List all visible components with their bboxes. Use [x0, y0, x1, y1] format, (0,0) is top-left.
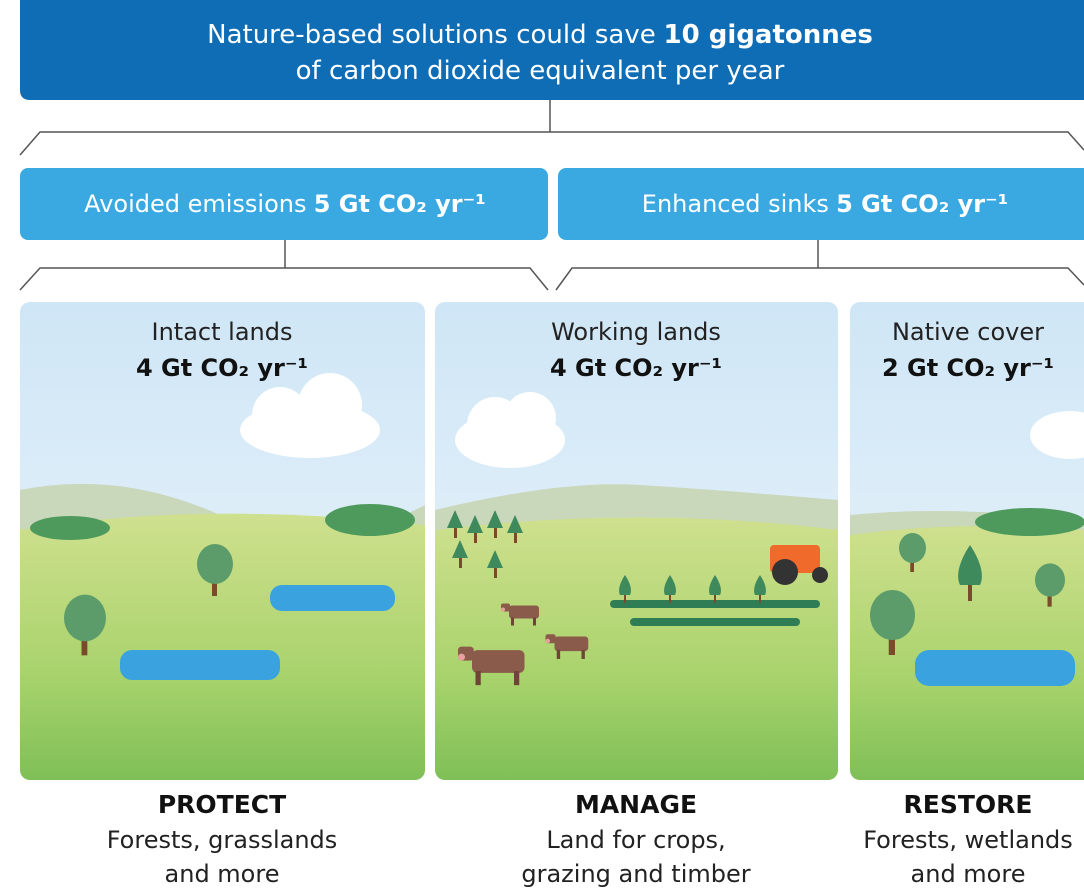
- panel-action: MANAGE: [575, 790, 697, 819]
- header-text: Nature-based solutions could save: [207, 20, 656, 50]
- header-line: Nature-based solutions could save 10 giga…: [207, 20, 873, 50]
- panel-description: and more: [911, 860, 1026, 888]
- category-name: Enhanced sinks: [642, 190, 829, 218]
- panel-description: Forests, grasslands: [107, 826, 338, 854]
- illustration: [0, 0, 1084, 892]
- category-name: Avoided emissions: [84, 190, 306, 218]
- panel-description: Land for crops,: [546, 826, 725, 854]
- panel-amount: 4 Gt CO₂ yr⁻¹: [136, 354, 308, 382]
- header-emphasis: 10 gigatonnes: [664, 20, 873, 50]
- category-label: Avoided emissions 5 Gt CO₂ yr⁻¹: [84, 190, 486, 218]
- category-amount: 5 Gt CO₂ yr⁻¹: [836, 190, 1008, 218]
- panel-amount: 2 Gt CO₂ yr⁻¹: [882, 354, 1054, 382]
- panel-action: RESTORE: [904, 790, 1033, 819]
- panel-description: Forests, wetlands: [863, 826, 1073, 854]
- panel-amount: 4 Gt CO₂ yr⁻¹: [550, 354, 722, 382]
- panel-action: PROTECT: [158, 790, 286, 819]
- header-line: of carbon dioxide equivalent per year: [296, 56, 785, 86]
- panel-title: Native cover: [892, 318, 1044, 346]
- panel-description: and more: [165, 860, 280, 888]
- panel-title: Intact lands: [152, 318, 293, 346]
- category-amount: 5 Gt CO₂ yr⁻¹: [314, 190, 486, 218]
- panel-title: Working lands: [551, 318, 721, 346]
- panel-description: grazing and timber: [521, 860, 750, 888]
- infographic: Nature-based solutions could save 10 giga…: [0, 0, 1084, 892]
